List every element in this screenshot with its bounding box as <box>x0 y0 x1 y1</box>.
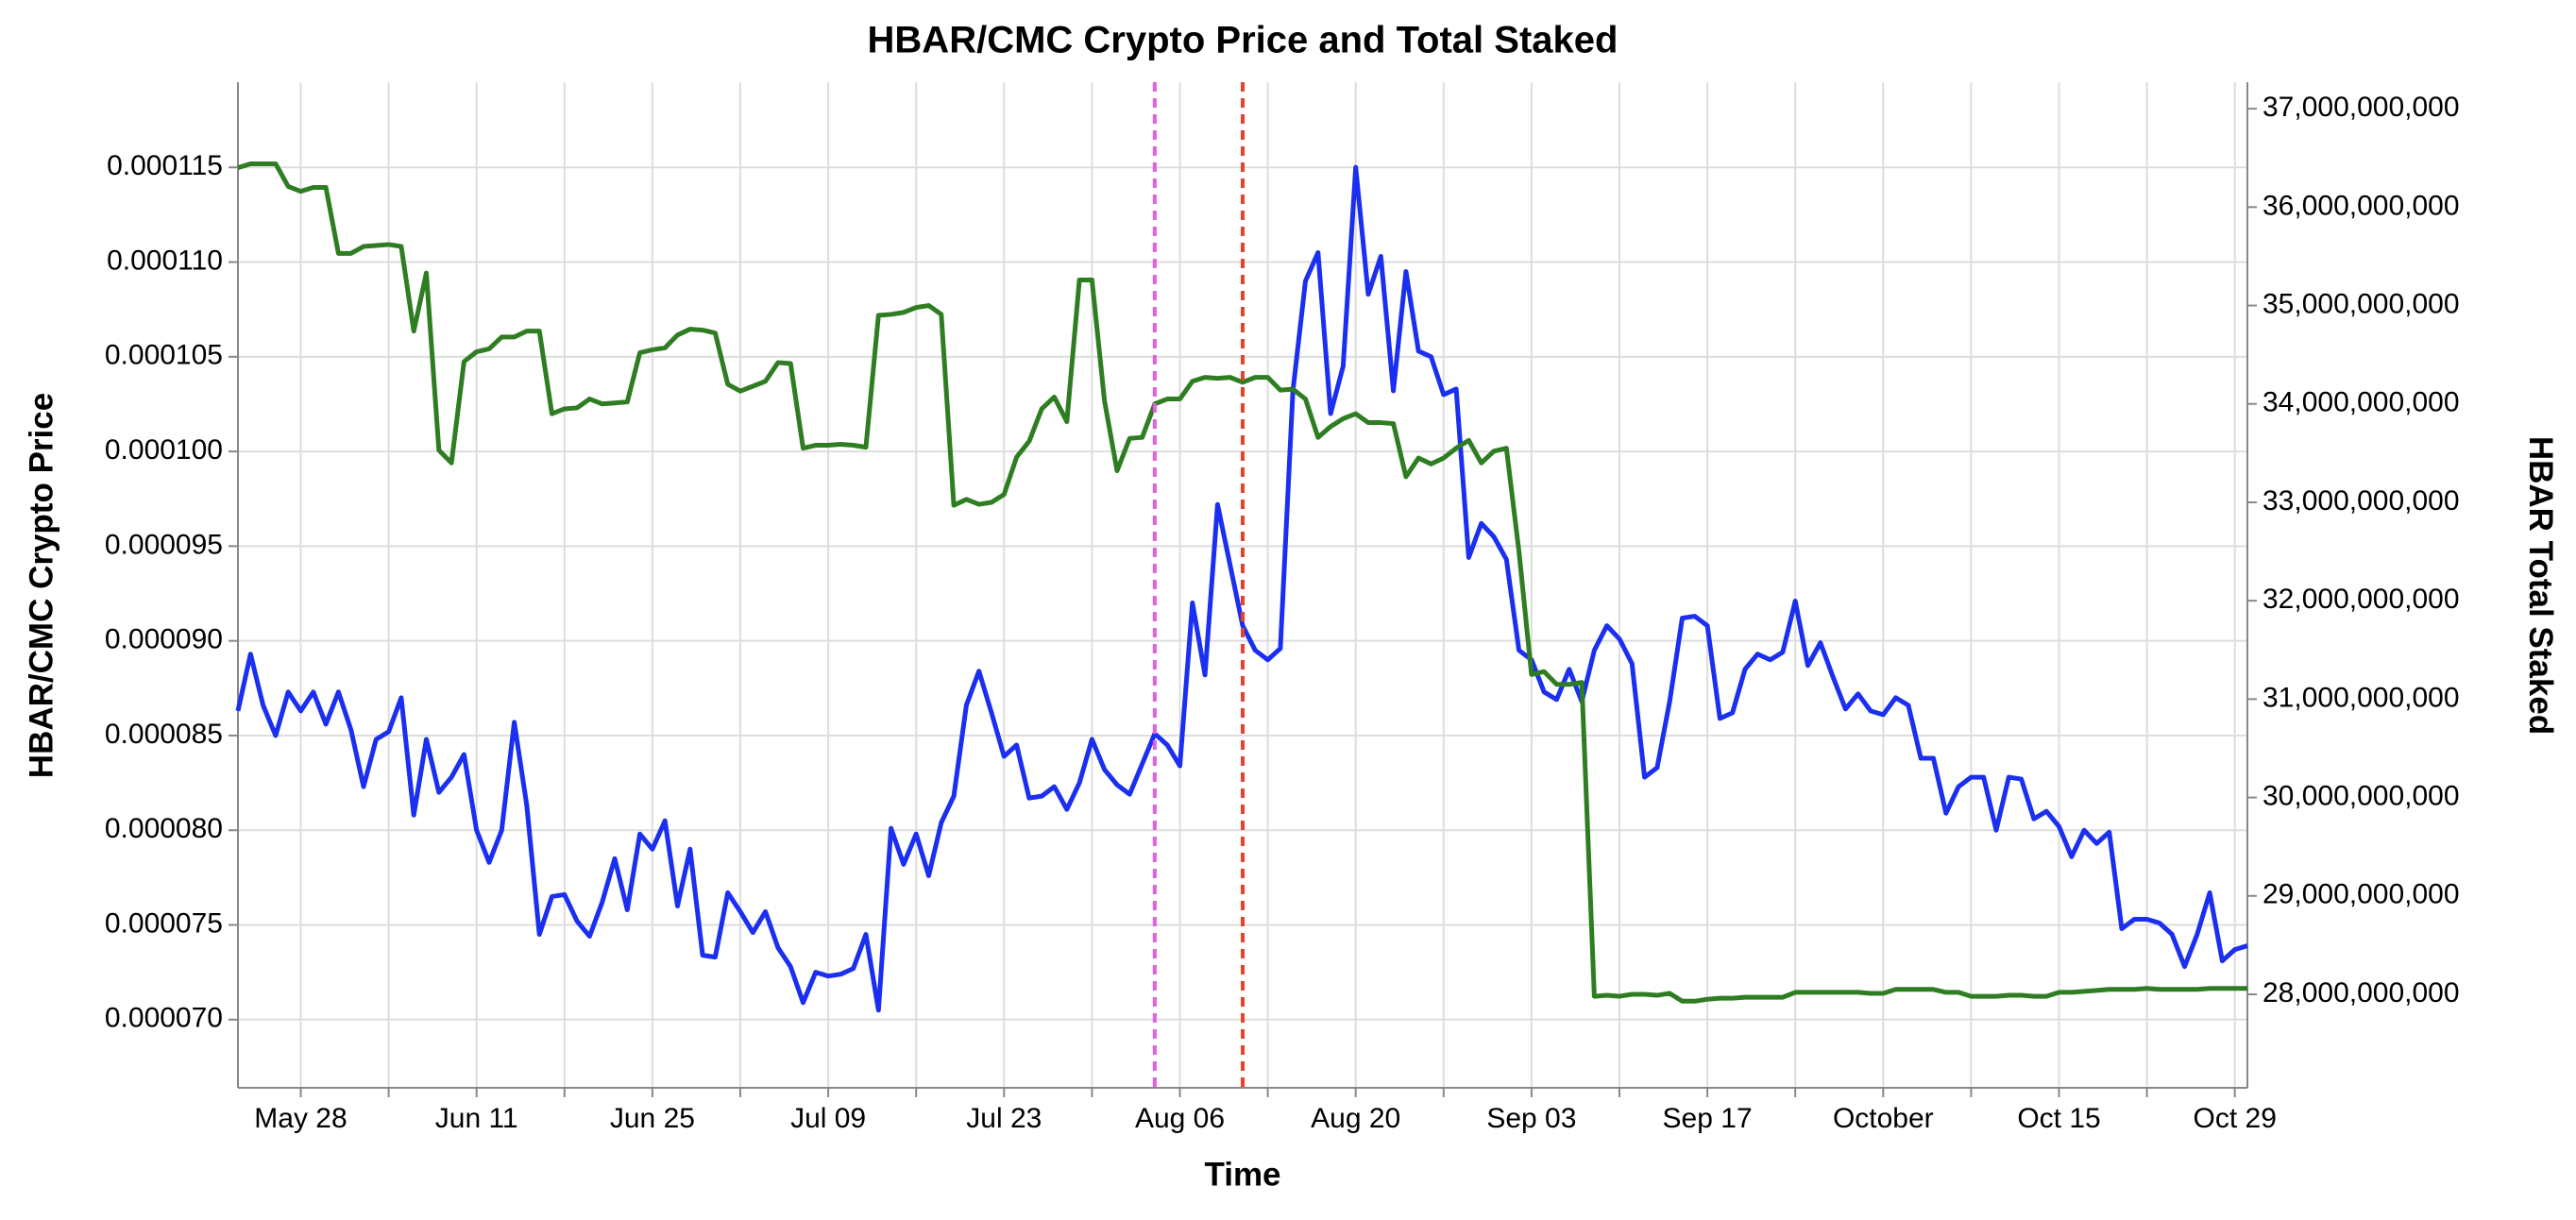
y2-tick-label: 29,000,000,000 <box>2262 879 2460 910</box>
x-tick-label: Jun 11 <box>435 1103 518 1134</box>
y-tick-label: 0.000085 <box>105 719 223 750</box>
x-tick-label: Jun 25 <box>610 1103 695 1134</box>
y-tick-label: 0.000080 <box>105 813 223 844</box>
y2-tick-label: 30,000,000,000 <box>2262 781 2460 812</box>
y-tick-label: 0.000070 <box>105 1003 223 1034</box>
y-tick-label: 0.000105 <box>105 340 223 371</box>
y-tick-label: 0.000110 <box>107 245 223 276</box>
x-tick-label: May 28 <box>254 1103 347 1134</box>
y2-tick-label: 37,000,000,000 <box>2262 92 2460 123</box>
x-tick-label: Aug 20 <box>1311 1103 1400 1134</box>
x-tick-label: Sep 17 <box>1663 1103 1753 1134</box>
x-tick-label: Jul 23 <box>966 1103 1042 1134</box>
y-axis-title: HBAR/CMC Crypto Price <box>23 393 59 778</box>
x-tick-label: October <box>1833 1103 1934 1134</box>
chart-title: HBAR/CMC Crypto Price and Total Staked <box>868 20 1618 61</box>
y-tick-label: 0.000075 <box>105 907 223 939</box>
y-tick-label: 0.000095 <box>105 529 223 560</box>
y2-tick-label: 34,000,000,000 <box>2262 387 2460 418</box>
y-tick-label: 0.000115 <box>107 150 223 181</box>
y2-tick-label: 32,000,000,000 <box>2262 584 2460 615</box>
y2-axis-title: HBAR Total Staked <box>2522 436 2559 735</box>
y2-tick-label: 36,000,000,000 <box>2262 190 2460 221</box>
x-tick-label: Aug 06 <box>1135 1103 1225 1134</box>
y2-tick-label: 31,000,000,000 <box>2262 682 2460 713</box>
y2-tick-label: 33,000,000,000 <box>2262 485 2460 517</box>
x-tick-label: Jul 09 <box>790 1103 866 1134</box>
x-tick-label: Oct 15 <box>2017 1103 2100 1134</box>
y2-tick-label: 35,000,000,000 <box>2262 288 2460 319</box>
series-line <box>237 161 2247 1004</box>
y-tick-label: 0.000100 <box>105 434 223 466</box>
x-tick-label: Sep 03 <box>1486 1103 1576 1134</box>
y-tick-label: 0.000090 <box>105 624 223 655</box>
x-axis-title: Time <box>1204 1156 1280 1193</box>
series-line <box>235 164 2248 1013</box>
y2-tick-label: 28,000,000,000 <box>2262 977 2460 1008</box>
x-tick-label: Oct 29 <box>2194 1103 2277 1134</box>
